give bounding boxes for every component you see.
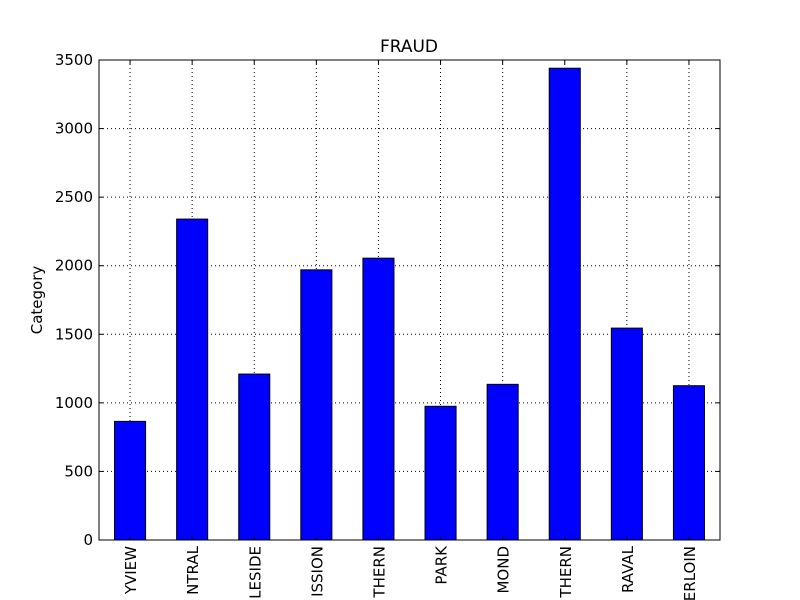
bar xyxy=(300,269,333,541)
x-tick-label: ISSION xyxy=(308,546,326,597)
bar xyxy=(362,257,395,541)
bar xyxy=(610,327,643,541)
x-tick-label: NTRAL xyxy=(184,545,202,594)
x-tick-label: ERLOIN xyxy=(681,546,699,600)
y-tick-labels: 0 500 1000 1500 2000 2500 3000 3500 xyxy=(55,51,93,549)
bar xyxy=(672,385,705,541)
bar xyxy=(114,420,147,541)
chart-title: FRAUD xyxy=(380,37,438,57)
y-tick-label: 500 xyxy=(64,462,93,480)
bar xyxy=(548,67,581,541)
y-tick-label: 3500 xyxy=(55,51,93,69)
y-tick-label: 2500 xyxy=(55,188,93,206)
x-tick-label: THERN xyxy=(370,546,388,599)
x-tick-label: LESIDE xyxy=(246,546,264,599)
y-axis-label: Category xyxy=(28,266,46,335)
x-tick-labels: YVIEW NTRAL LESIDE ISSION THERN PARK MOND THERN… xyxy=(122,545,699,600)
axis-ticks xyxy=(99,59,720,541)
x-tick-label: THERN xyxy=(557,546,575,599)
x-tick-label: RAVAL xyxy=(619,545,637,593)
plot-frame xyxy=(98,59,721,541)
y-tick-label: 1000 xyxy=(55,394,93,412)
bars xyxy=(114,67,705,541)
y-tick-label: 3000 xyxy=(55,120,93,138)
x-tick-label: PARK xyxy=(433,545,451,585)
bar xyxy=(238,373,271,541)
bar xyxy=(424,405,457,541)
x-tick-label: MOND xyxy=(495,546,513,594)
y-tick-label: 2000 xyxy=(55,257,93,275)
y-tick-label: 1500 xyxy=(55,325,93,343)
bar xyxy=(176,218,209,541)
bar xyxy=(486,383,519,541)
y-tick-label: 0 xyxy=(83,531,93,549)
x-tick-label: YVIEW xyxy=(122,546,140,595)
